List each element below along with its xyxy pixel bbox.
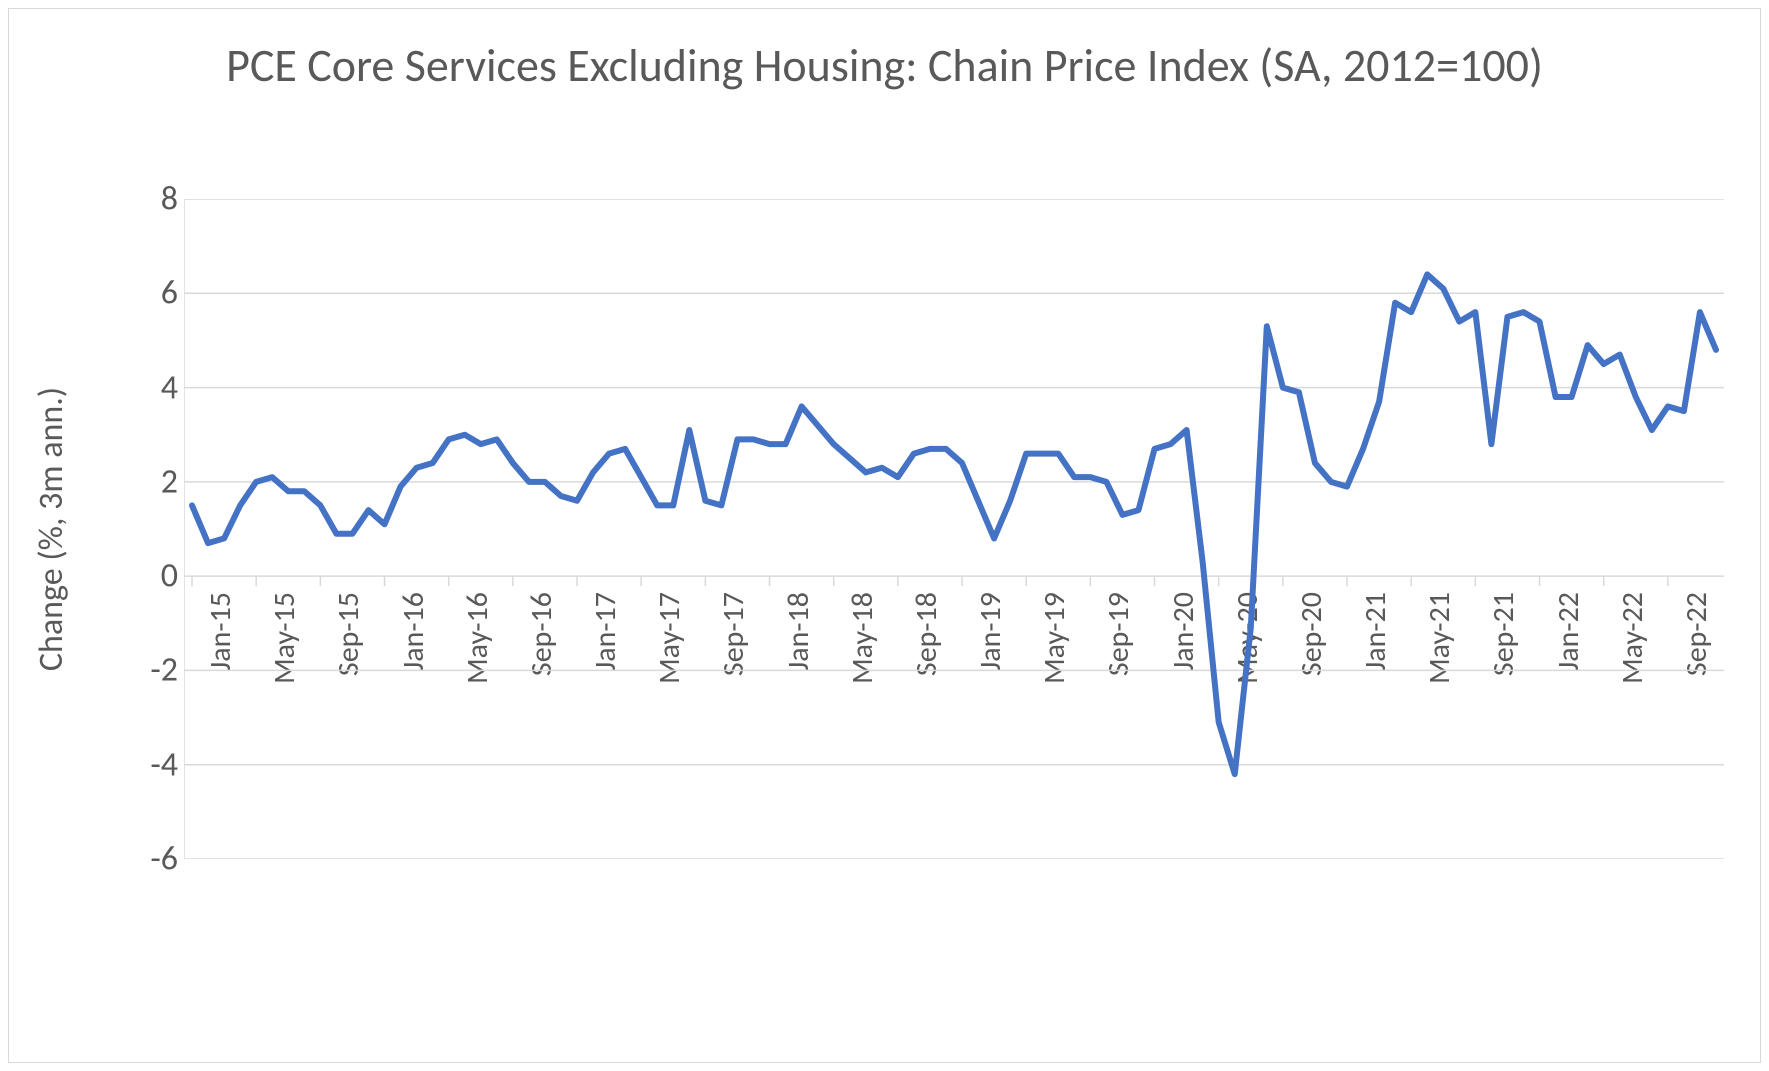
y-tick-label: -2 (150, 650, 178, 691)
plot-area (184, 199, 1724, 859)
data-line (192, 274, 1716, 774)
y-tick-label: -6 (150, 839, 178, 880)
line-chart-svg (184, 199, 1724, 859)
y-tick-label: 0 (161, 556, 178, 597)
chart-frame: PCE Core Services Excluding Housing: Cha… (8, 8, 1761, 1063)
y-tick-label: 4 (161, 367, 178, 408)
y-tick-label: 8 (161, 179, 178, 220)
chart-title: PCE Core Services Excluding Housing: Cha… (9, 39, 1760, 94)
y-tick-label: 6 (161, 273, 178, 314)
y-axis-label: Change (%, 3m ann.) (31, 199, 71, 859)
y-tick-label: -4 (150, 744, 178, 785)
y-tick-label: 2 (161, 461, 178, 502)
